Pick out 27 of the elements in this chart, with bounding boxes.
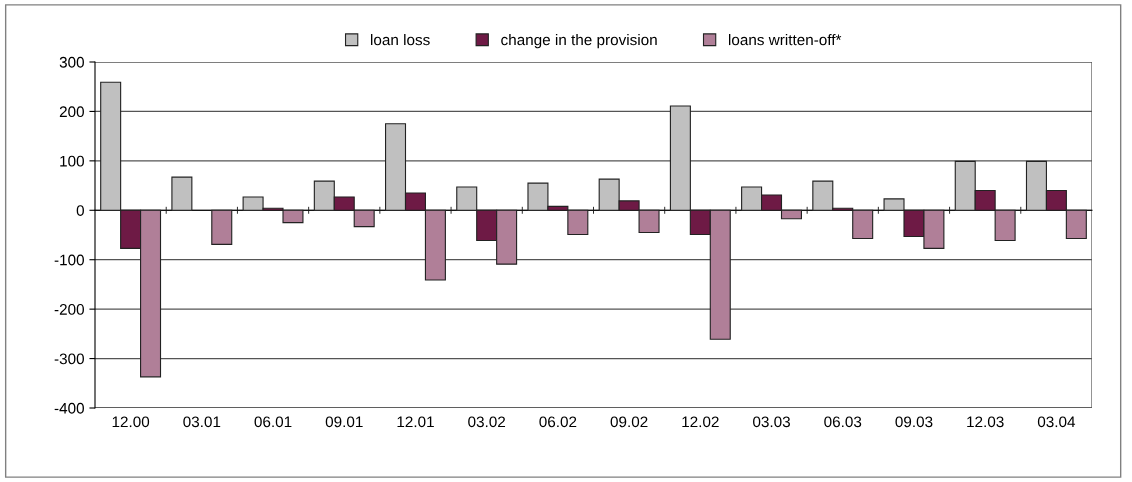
y-tick-label: 300 [59,56,84,68]
x-tick-label: 06.02 [539,416,577,428]
x-tick-label: 12.02 [682,416,719,428]
bar [171,176,193,211]
legend-label: loans written-off* [728,34,842,46]
y-tick-label: 0 [76,205,84,216]
x-tick-label: 03.04 [1037,416,1076,428]
y-tick-label: -100 [54,254,84,266]
x-tick-label: 03.03 [753,416,790,428]
x-tick-label: 09.03 [895,416,933,428]
x-tick-label: 06.01 [254,416,292,428]
y-tick-label: 200 [59,106,84,118]
x-tick-label: 12.03 [967,416,1004,428]
y-tick-label: -300 [54,353,84,365]
y-tick-label: 100 [60,155,84,167]
x-tick-label: 12.00 [112,416,150,428]
legend-label: loan loss [371,34,430,46]
bar [211,209,233,245]
x-tick-label: 06.03 [824,416,862,428]
x-tick-label: 09.02 [610,416,648,428]
x-tick-label: 03.02 [468,416,506,428]
x-tick-label: 09.01 [325,416,363,428]
x-tick-label: 12.01 [397,416,434,428]
x-tick-label: 03.01 [183,416,221,428]
legend-label: change in the provision [501,34,657,49]
y-tick-label: -200 [54,304,84,315]
y-tick-label: -400 [54,402,84,414]
